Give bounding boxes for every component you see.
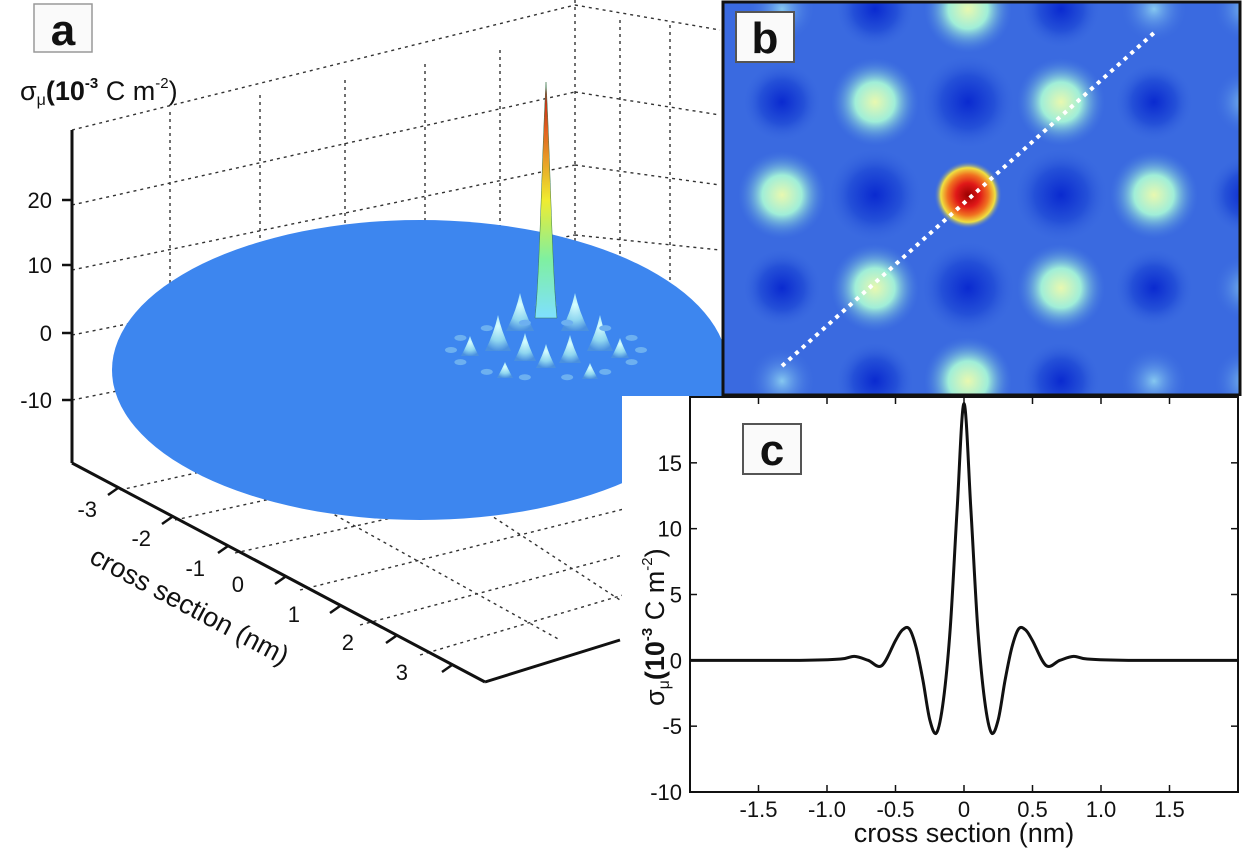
panel-a-axes	[70, 130, 621, 684]
panel-b-heat-blob	[1213, 347, 1240, 395]
panel-b-heat-blob	[742, 62, 822, 142]
panel-b-heat-blob	[742, 248, 822, 328]
panel-b-heat-blob	[1013, 147, 1109, 243]
panel-a-y-tick: -3	[77, 497, 97, 522]
panel-b-heat-blob	[1114, 248, 1194, 328]
panel-c-x-tick-label: 0	[958, 797, 970, 822]
panel-a-y-tick: 2	[342, 630, 354, 655]
panel-b-heat-blob	[1110, 151, 1198, 239]
panel-b-heat-blob	[1213, 254, 1240, 322]
panel-b-heat-blob	[831, 58, 919, 146]
panel-b-heat-blob	[1207, 155, 1240, 235]
panel-c-background	[622, 396, 1242, 855]
panel-a-label: a	[51, 6, 76, 55]
panel-c-x-tick-label: -0.5	[877, 797, 915, 822]
panel-b-heat-blob	[1120, 2, 1188, 43]
panel-a-z-tick: 20	[28, 188, 52, 213]
panel-a-ripple-dot	[445, 347, 457, 353]
panel-a-ripple-dot	[454, 359, 467, 366]
panel-c-x-tick-label: -1.0	[808, 797, 846, 822]
panel-b-heat-blob	[835, 341, 915, 395]
panel-a-ripple-bump	[582, 363, 598, 379]
panel-a-ripple-bump	[497, 362, 513, 378]
panel-c-ticks: -1.5 -1.0 -0.5 0 0.5 1.0 1.5 -10 -5 0 5 10 15	[650, 397, 1238, 822]
panel-a-ripple-dot	[561, 319, 574, 326]
panel-a-surface-peak	[534, 81, 558, 319]
panel-b-cross-section-line	[780, 30, 1157, 368]
panel-a-ripple-bump	[485, 315, 511, 351]
panel-a-ripple-dot	[625, 359, 638, 366]
panel-b-frame	[721, 0, 1242, 397]
panel-a-ripple-dot	[480, 368, 493, 375]
panel-c-x-axis-title: cross section (nm)	[854, 818, 1075, 848]
panel-a-ripple-dot	[561, 374, 574, 381]
panel-a-z-tick: 10	[28, 253, 52, 278]
panel-b-label-box	[735, 11, 795, 63]
panel-a-z-tick: 0	[40, 321, 52, 346]
panel-b-heat-blob	[1017, 58, 1105, 146]
panel-c-y-tick-label: 15	[658, 451, 682, 476]
panel-c-line-chart: -1.5 -1.0 -0.5 0 0.5 1.0 1.5 -10 -5 0 5 10 15 c cros…	[622, 396, 1242, 855]
panel-a-ripple-bump	[587, 315, 613, 351]
panel-c-y-tick-label: 5	[670, 583, 682, 608]
panel-a-ripple-dot	[635, 347, 647, 353]
panel-b-heat-blob	[1213, 68, 1240, 136]
panel-b-label: b	[752, 14, 779, 63]
panel-a-ripple-dot	[518, 374, 531, 381]
panel-b-heatmap: b	[655, 0, 1242, 397]
panel-c-x-tick-label: 0.5	[1017, 797, 1048, 822]
panel-a-surface-base	[112, 220, 728, 520]
panel-b-heat-blob	[920, 54, 1016, 150]
panel-c-label-box	[742, 423, 802, 475]
panel-c-label: c	[760, 426, 784, 475]
panel-b-heat-blob	[655, 68, 723, 136]
panel-b-heat-blob	[748, 347, 816, 395]
panel-b-heat-blob	[924, 2, 1012, 53]
panel-a-ripple-dot	[480, 325, 493, 332]
panel-b-heat-blob	[835, 2, 915, 49]
panel-a-ripple-bump	[514, 333, 536, 361]
panel-a-z-tick: -10	[20, 388, 52, 413]
panel-c-y-tick-label: -10	[650, 780, 682, 805]
panel-a-ripple-bump	[611, 338, 629, 358]
panel-a-ripple-dot	[518, 319, 531, 326]
panel-a-y-tick: -2	[131, 526, 151, 551]
panel-c-x-tick-label: 1.5	[1154, 797, 1185, 822]
panel-a-ripple-bump	[559, 335, 581, 363]
panel-a-ripple-dot	[625, 334, 638, 341]
panel-a-ripple-dot	[599, 325, 612, 332]
panel-a-y-tick: -1	[185, 556, 205, 581]
panel-a-label-box	[33, 3, 93, 53]
panel-b-heat-blob	[1213, 2, 1240, 43]
panel-a-surface-plot: 20 10 0 -10 -3 -2 -1 0 1 2 3 cross secti…	[20, 0, 728, 685]
panel-b-heat-blob	[831, 244, 919, 332]
panel-b-heat-blob	[1017, 244, 1105, 332]
panel-a-y-tick: 1	[288, 602, 300, 627]
panel-c-x-tick-label: -1.5	[740, 797, 778, 822]
panel-c-y-tick-label: -5	[662, 714, 682, 739]
panel-a-y-tick: 3	[396, 660, 408, 685]
panel-c-series-line	[689, 402, 1239, 735]
panel-b-heat-blob	[738, 151, 826, 239]
panel-a-ripple-bump	[461, 336, 479, 356]
panel-b-heat-blob	[655, 0, 723, 43]
panel-b-heat-blob	[1120, 347, 1188, 395]
panel-a-ripple-bump	[536, 344, 556, 368]
panel-a-ripple-dot	[454, 334, 467, 341]
panel-c-y-axis-title: σμ(10-3 C m-2)	[639, 548, 673, 706]
panel-c-x-tick-label: 1.0	[1086, 797, 1117, 822]
panel-b-heat-blob	[1114, 62, 1194, 142]
panel-a-z-axis-title: σμ(10-3 C m-2)	[20, 75, 178, 109]
panel-b-heat-blob	[723, 173, 729, 217]
panel-c-y-tick-label: 0	[670, 648, 682, 673]
panel-b-heat-blob	[827, 147, 923, 243]
panel-b-heat-blob	[1021, 2, 1101, 49]
panel-c-y-tick-label: 10	[658, 517, 682, 542]
panel-b-heat-blob	[924, 337, 1012, 395]
panel-b-heat-blob	[1021, 341, 1101, 395]
panel-a-y-tick: 0	[232, 572, 244, 597]
panel-a-ripple-dot	[599, 368, 612, 375]
panel-b-heat-blob	[920, 240, 1016, 336]
